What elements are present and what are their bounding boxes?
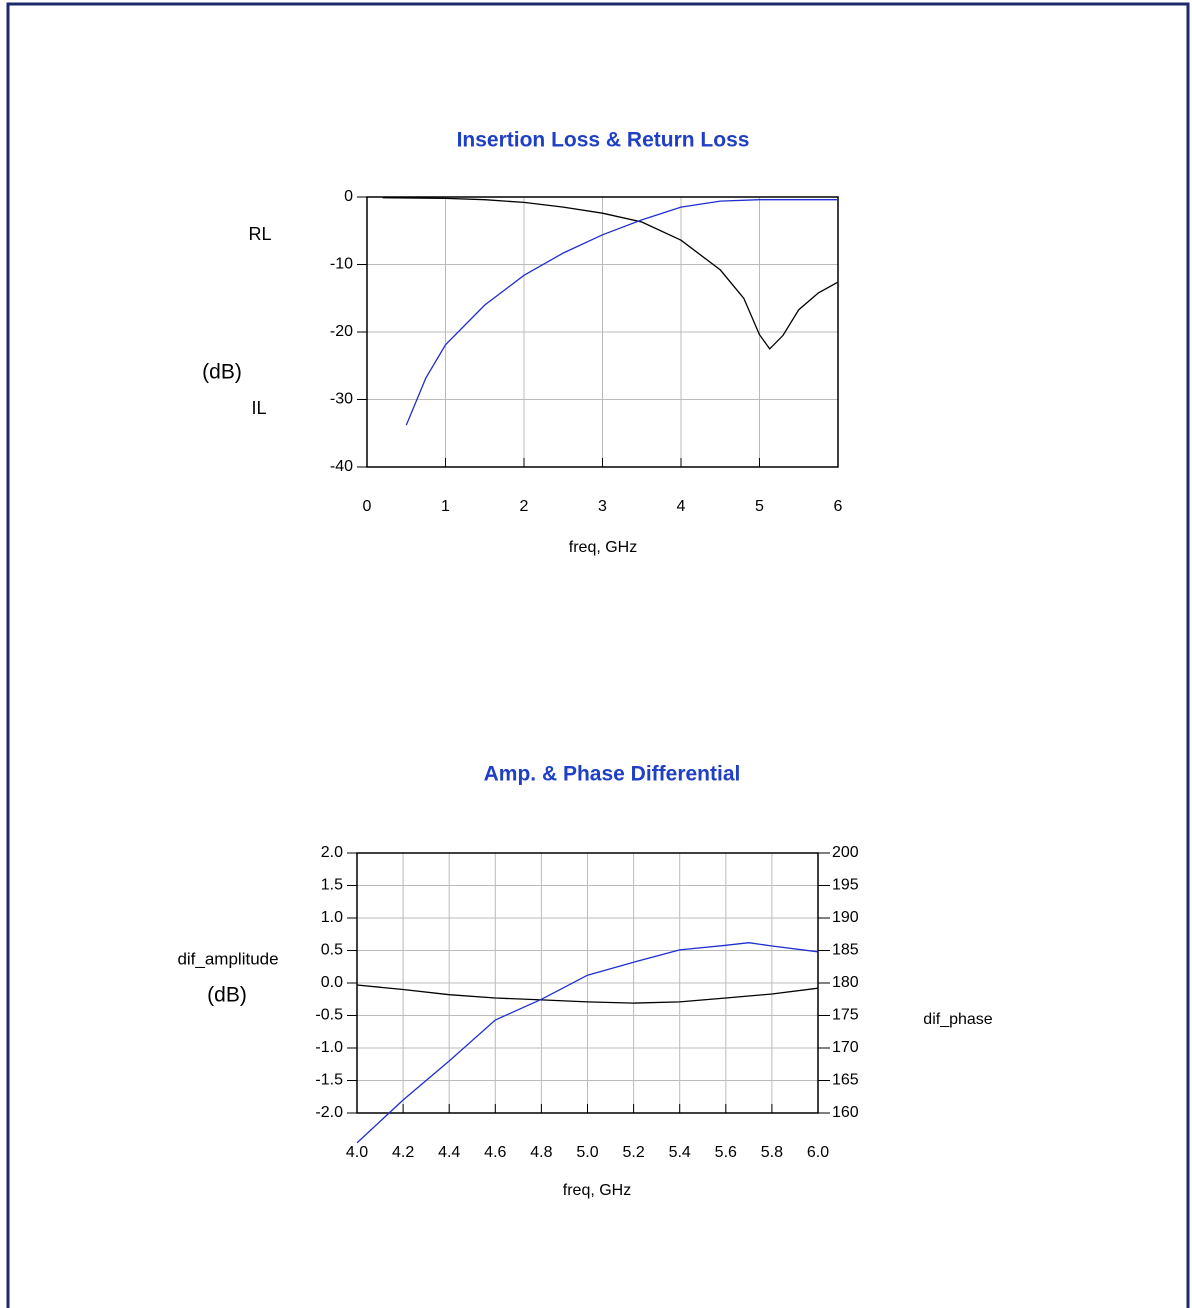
x-tick-label: 4.8 (530, 1144, 552, 1161)
y-tick-label: 0.5 (321, 942, 343, 959)
plot-frame (366, 196, 839, 468)
x-tick-label: 5 (755, 498, 764, 515)
y-tick-label: -30 (330, 391, 353, 408)
x-tick-label: 4.4 (438, 1144, 460, 1161)
x-tick-label: 6 (834, 498, 843, 515)
y2-tick-label: 165 (832, 1072, 859, 1089)
chart-title: Insertion Loss & Return Loss (457, 129, 750, 152)
chart-title: Amp. & Phase Differential (484, 763, 741, 786)
y-tick-label: -2.0 (315, 1104, 343, 1121)
x-tick-label: 5.0 (576, 1144, 598, 1161)
x-tick-label: 5.8 (761, 1144, 783, 1161)
x-tick-label: 0 (363, 498, 372, 515)
y-axis-label: dif_amplitude (177, 949, 278, 968)
y2-tick-label: 180 (832, 974, 859, 991)
y-tick-label: 1.0 (321, 909, 343, 926)
x-axis-label: freq, GHz (569, 539, 637, 556)
data-line (356, 984, 819, 1004)
y-tick-label: 2.0 (321, 844, 343, 861)
y2-tick-label: 185 (832, 942, 859, 959)
y-tick-label: 0 (344, 188, 353, 205)
x-tick-label: 5.2 (622, 1144, 644, 1161)
x-tick-label: 6.0 (807, 1144, 829, 1161)
x-tick-label: 4 (677, 498, 686, 515)
y2-tick-label: 200 (832, 844, 859, 861)
y2-tick-label: 160 (832, 1104, 859, 1121)
x-tick-label: 5.4 (669, 1144, 691, 1161)
y-axis-label: (dB) (207, 984, 247, 1007)
x-tick-label: 4.2 (392, 1144, 414, 1161)
y-tick-label: -0.5 (315, 1007, 343, 1024)
y2-tick-label: 190 (832, 909, 859, 926)
data-line (356, 942, 819, 1144)
x-tick-label: 1 (441, 498, 450, 515)
y2-tick-label: 175 (832, 1007, 859, 1024)
data-line (382, 197, 839, 350)
y-tick-label: -20 (330, 323, 353, 340)
y-axis-label: IL (251, 398, 266, 418)
frame (6, 2, 1190, 1308)
x-axis-label: freq, GHz (563, 1182, 631, 1199)
y-tick-label: 1.5 (321, 877, 343, 894)
y-axis-label: RL (248, 224, 271, 244)
y-tick-label: -10 (330, 256, 353, 273)
data-line (405, 199, 838, 426)
y-axis-label: (dB) (202, 361, 242, 384)
y-tick-label: -1.5 (315, 1072, 343, 1089)
y2-axis-label: dif_phase (923, 1011, 992, 1028)
y-tick-label: -1.0 (315, 1039, 343, 1056)
x-tick-label: 4.6 (484, 1144, 506, 1161)
y2-tick-label: 170 (832, 1039, 859, 1056)
x-tick-label: 4.0 (346, 1144, 368, 1161)
y2-tick-label: 195 (832, 877, 859, 894)
x-tick-label: 2 (520, 498, 529, 515)
y-tick-label: 0.0 (321, 974, 343, 991)
x-tick-label: 5.6 (715, 1144, 737, 1161)
x-tick-label: 3 (598, 498, 607, 515)
y-tick-label: -40 (330, 458, 353, 475)
plot-frame (356, 852, 819, 1114)
